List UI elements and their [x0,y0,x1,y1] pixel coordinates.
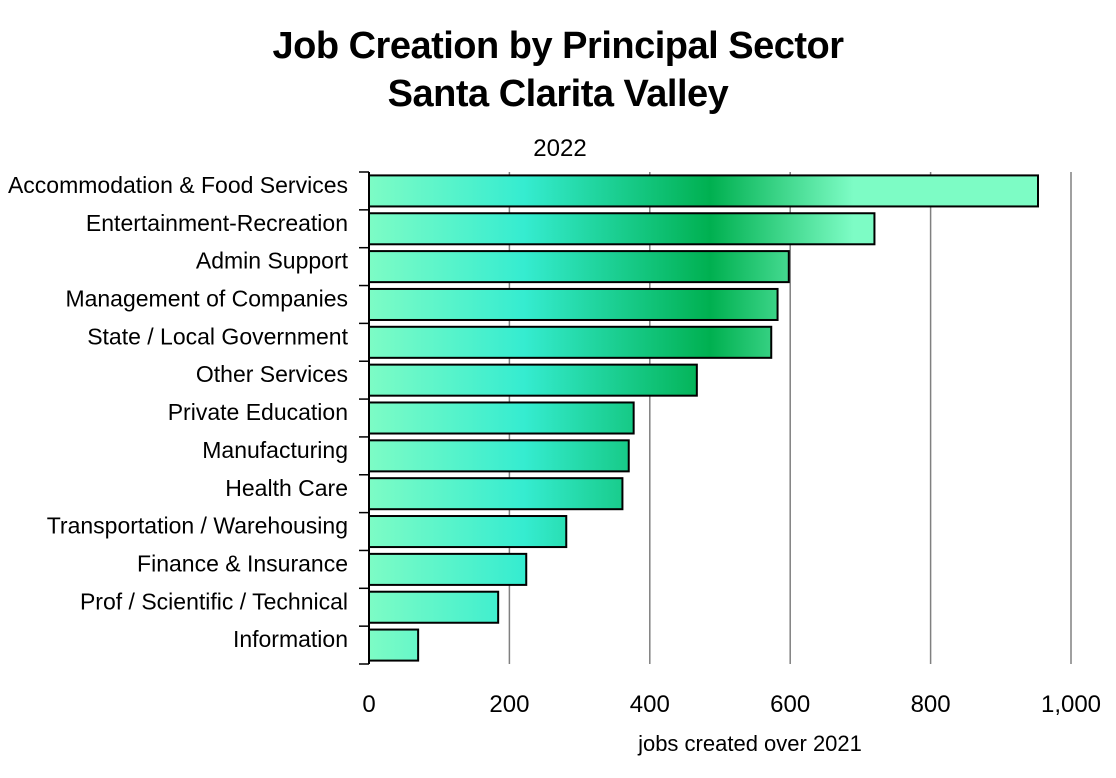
bar [368,363,698,397]
category-label: Transportation / Warehousing [47,513,348,539]
bar [368,590,500,624]
axes [359,171,370,665]
x-tick-label: 0 [362,691,375,718]
category-label: Management of Companies [65,286,348,312]
x-tick-label: 200 [489,691,529,718]
category-label: Health Care [225,475,348,501]
bar [368,250,790,284]
category-label: Other Services [196,361,348,387]
category-label: Private Education [168,399,348,425]
bar [368,552,528,586]
bar [368,325,773,359]
category-label: Finance & Insurance [137,550,348,576]
category-label: State / Local Government [87,323,348,349]
category-label: Admin Support [196,248,349,274]
bar [368,477,624,511]
category-label: Manufacturing [202,437,348,463]
bar [368,515,568,549]
x-tick-label: 600 [770,691,810,718]
chart-title-line-2: Santa Clarita Valley [387,73,729,115]
bar [368,439,630,473]
category-labels: Accommodation & Food Services Entertainme… [8,172,349,652]
category-label: Prof / Scientific / Technical [80,588,348,614]
x-tick-label: 1,000 [1041,691,1101,718]
bar [368,628,420,662]
x-tick-label: 400 [630,691,670,718]
category-label: Entertainment-Recreation [86,210,348,236]
bar [368,212,876,246]
chart-title-line-1: Job Creation by Principal Sector [272,25,844,67]
category-label: Information [233,626,348,652]
bar [368,287,779,321]
chart-subtitle: 2022 [533,135,587,162]
x-tick-labels: 0 200 400 600 800 1,000 [362,691,1101,718]
bar [368,401,635,435]
x-axis-label: jobs created over 2021 [638,731,862,756]
bar [368,174,1040,208]
category-label: Accommodation & Food Services [8,172,348,198]
bars [368,174,1040,662]
x-tick-label: 800 [911,691,951,718]
chart-title: Job Creation by Principal Sector Santa C… [0,22,1116,118]
